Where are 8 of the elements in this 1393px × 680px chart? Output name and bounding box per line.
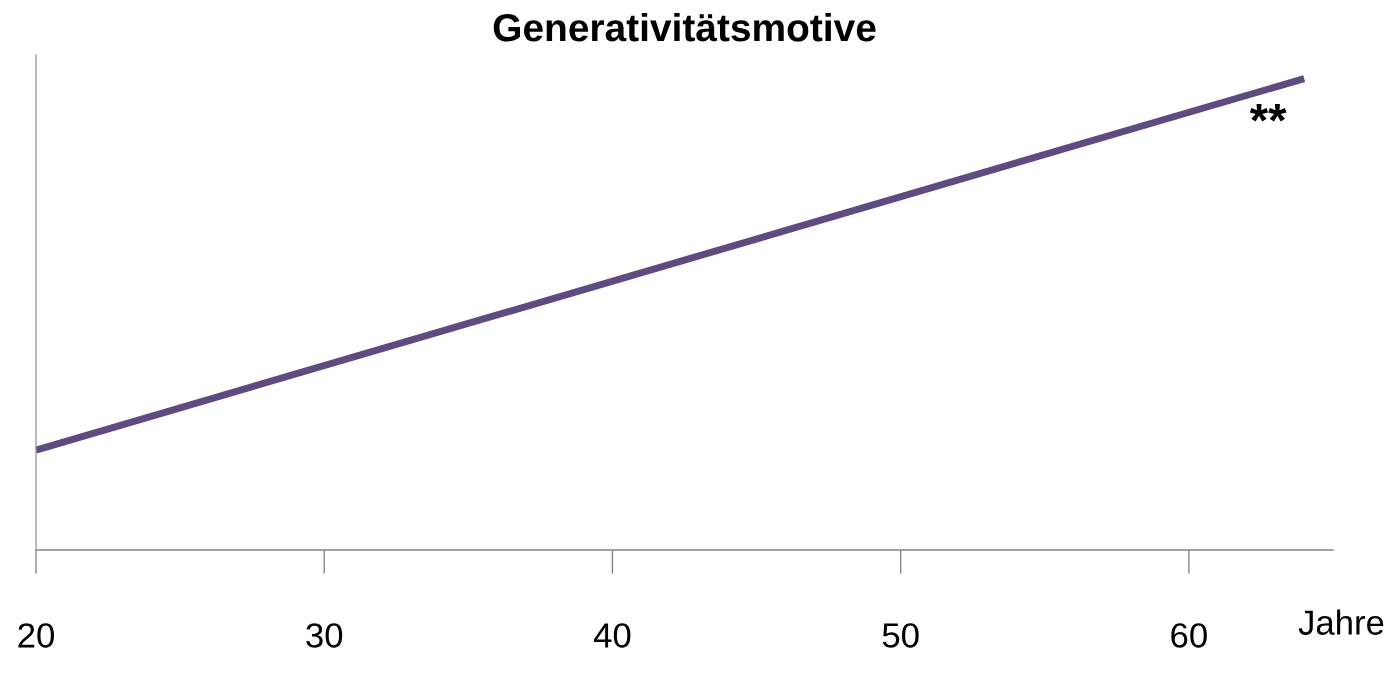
x-tick-label: 50 bbox=[882, 623, 919, 648]
x-tick-label: 60 bbox=[1171, 623, 1207, 648]
chart-title: Generativitätsmotive bbox=[493, 12, 876, 42]
x-tick-label: 20 bbox=[18, 623, 54, 648]
x-tick-label: 30 bbox=[306, 623, 343, 648]
x-tick-label: 40 bbox=[593, 623, 631, 648]
annotation: ** bbox=[1249, 104, 1287, 122]
x-axis-title: Jahre bbox=[1298, 609, 1384, 635]
